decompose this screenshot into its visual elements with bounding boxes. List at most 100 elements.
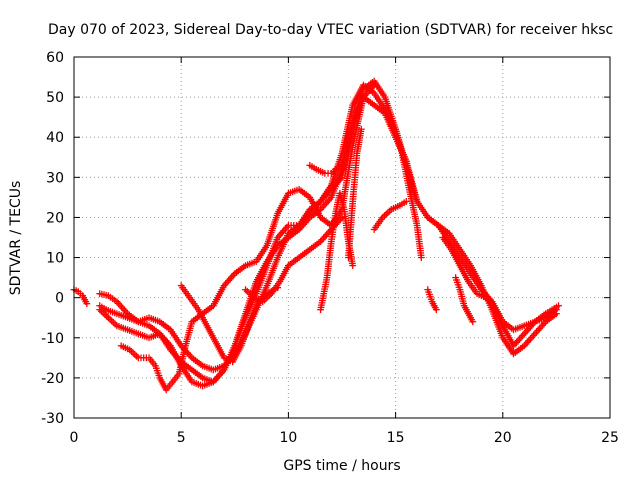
data-point	[520, 330, 528, 338]
data-point	[278, 228, 286, 236]
data-point	[324, 229, 332, 237]
data-point	[133, 352, 141, 360]
series-arc-11	[387, 121, 425, 261]
x-tick-label: 20	[494, 430, 512, 446]
data-point	[517, 333, 525, 341]
data-point	[381, 212, 388, 220]
data-point	[277, 230, 285, 238]
data-point	[214, 373, 222, 381]
data-point	[229, 271, 237, 279]
plot-frame	[73, 56, 611, 419]
series-arc-3	[96, 81, 560, 374]
data-point	[357, 125, 365, 133]
data-point	[539, 321, 547, 329]
data-point	[121, 306, 128, 314]
data-point	[226, 275, 234, 283]
data-point	[402, 198, 410, 205]
data-point	[523, 326, 531, 334]
data-point	[382, 210, 390, 218]
data-point	[129, 349, 137, 357]
data-point	[118, 303, 125, 311]
data-points	[70, 77, 562, 394]
y-tick-label: 10	[46, 251, 64, 267]
data-point	[533, 328, 540, 336]
series-arc-16	[452, 274, 477, 326]
y-tick-label: -10	[41, 331, 64, 347]
y-tick-label: -30	[41, 411, 64, 427]
series-arc-1	[70, 286, 91, 308]
series-arc-5	[117, 81, 378, 394]
data-point	[522, 340, 530, 348]
data-point	[469, 318, 477, 326]
data-point	[119, 305, 127, 312]
data-point	[523, 338, 531, 346]
series-arc-9	[317, 189, 357, 314]
data-point	[519, 332, 527, 339]
data-point	[537, 323, 545, 331]
data-point	[370, 81, 378, 89]
data-point	[553, 310, 560, 318]
x-tick-label: 5	[177, 430, 186, 446]
y-tick-label: 40	[46, 130, 64, 146]
data-point	[384, 209, 392, 217]
data-point	[103, 312, 110, 320]
series-arc-13	[424, 286, 440, 314]
data-point	[83, 300, 91, 308]
data-point	[514, 337, 522, 345]
data-point	[318, 236, 326, 244]
x-tick-label: 15	[387, 430, 405, 446]
data-point	[223, 278, 231, 286]
series-arc-12	[370, 198, 410, 233]
series-arc-8	[306, 161, 346, 177]
x-axis-label: GPS time / hours	[283, 458, 400, 474]
data-point	[338, 214, 346, 221]
x-tick-label: 10	[279, 430, 297, 446]
data-point	[417, 254, 425, 261]
data-point	[338, 161, 346, 169]
series-arc-10	[345, 125, 365, 261]
y-tick-label: -20	[41, 371, 64, 387]
y-tick-label: 60	[46, 50, 64, 66]
data-point	[216, 371, 223, 379]
data-point	[281, 225, 289, 233]
data-point	[242, 286, 249, 294]
data-point	[555, 302, 562, 310]
data-point	[131, 351, 139, 359]
data-point	[528, 333, 536, 341]
y-tick-label: 30	[46, 170, 64, 186]
data-point	[522, 328, 530, 336]
x-tick-label: 25	[601, 430, 619, 446]
y-tick-label: 50	[46, 90, 64, 106]
data-point	[513, 338, 520, 346]
chart-title: Day 070 of 2023, Sidereal Day-to-day VTE…	[48, 22, 613, 38]
y-axis-label: SDTVAR / TECUs	[8, 181, 24, 296]
data-point	[349, 262, 357, 269]
data-point	[283, 223, 291, 231]
data-point	[217, 369, 225, 377]
data-point	[531, 330, 539, 338]
data-point	[534, 326, 542, 334]
data-point	[228, 273, 236, 281]
data-point	[321, 232, 329, 240]
data-point	[320, 234, 328, 242]
data-point	[116, 301, 124, 309]
data-point	[108, 317, 116, 325]
axis-ticks: 0 5 10 15 20 25 -30 -20 -10 0 10 20 30 40 50 60	[41, 50, 619, 446]
data-point	[530, 332, 537, 339]
y-tick-label: 0	[55, 291, 64, 307]
data-point	[536, 325, 543, 333]
data-point	[101, 311, 109, 318]
data-point	[106, 315, 114, 323]
data-point	[186, 352, 194, 360]
data-point	[243, 287, 251, 295]
y-tick-label: 20	[46, 210, 64, 226]
series-arc-15	[439, 234, 562, 350]
data-point	[526, 335, 534, 343]
data-point	[225, 277, 233, 284]
data-point	[115, 299, 122, 307]
data-point	[104, 314, 112, 322]
data-point	[110, 319, 117, 326]
data-point	[516, 335, 524, 343]
data-point	[432, 306, 440, 314]
